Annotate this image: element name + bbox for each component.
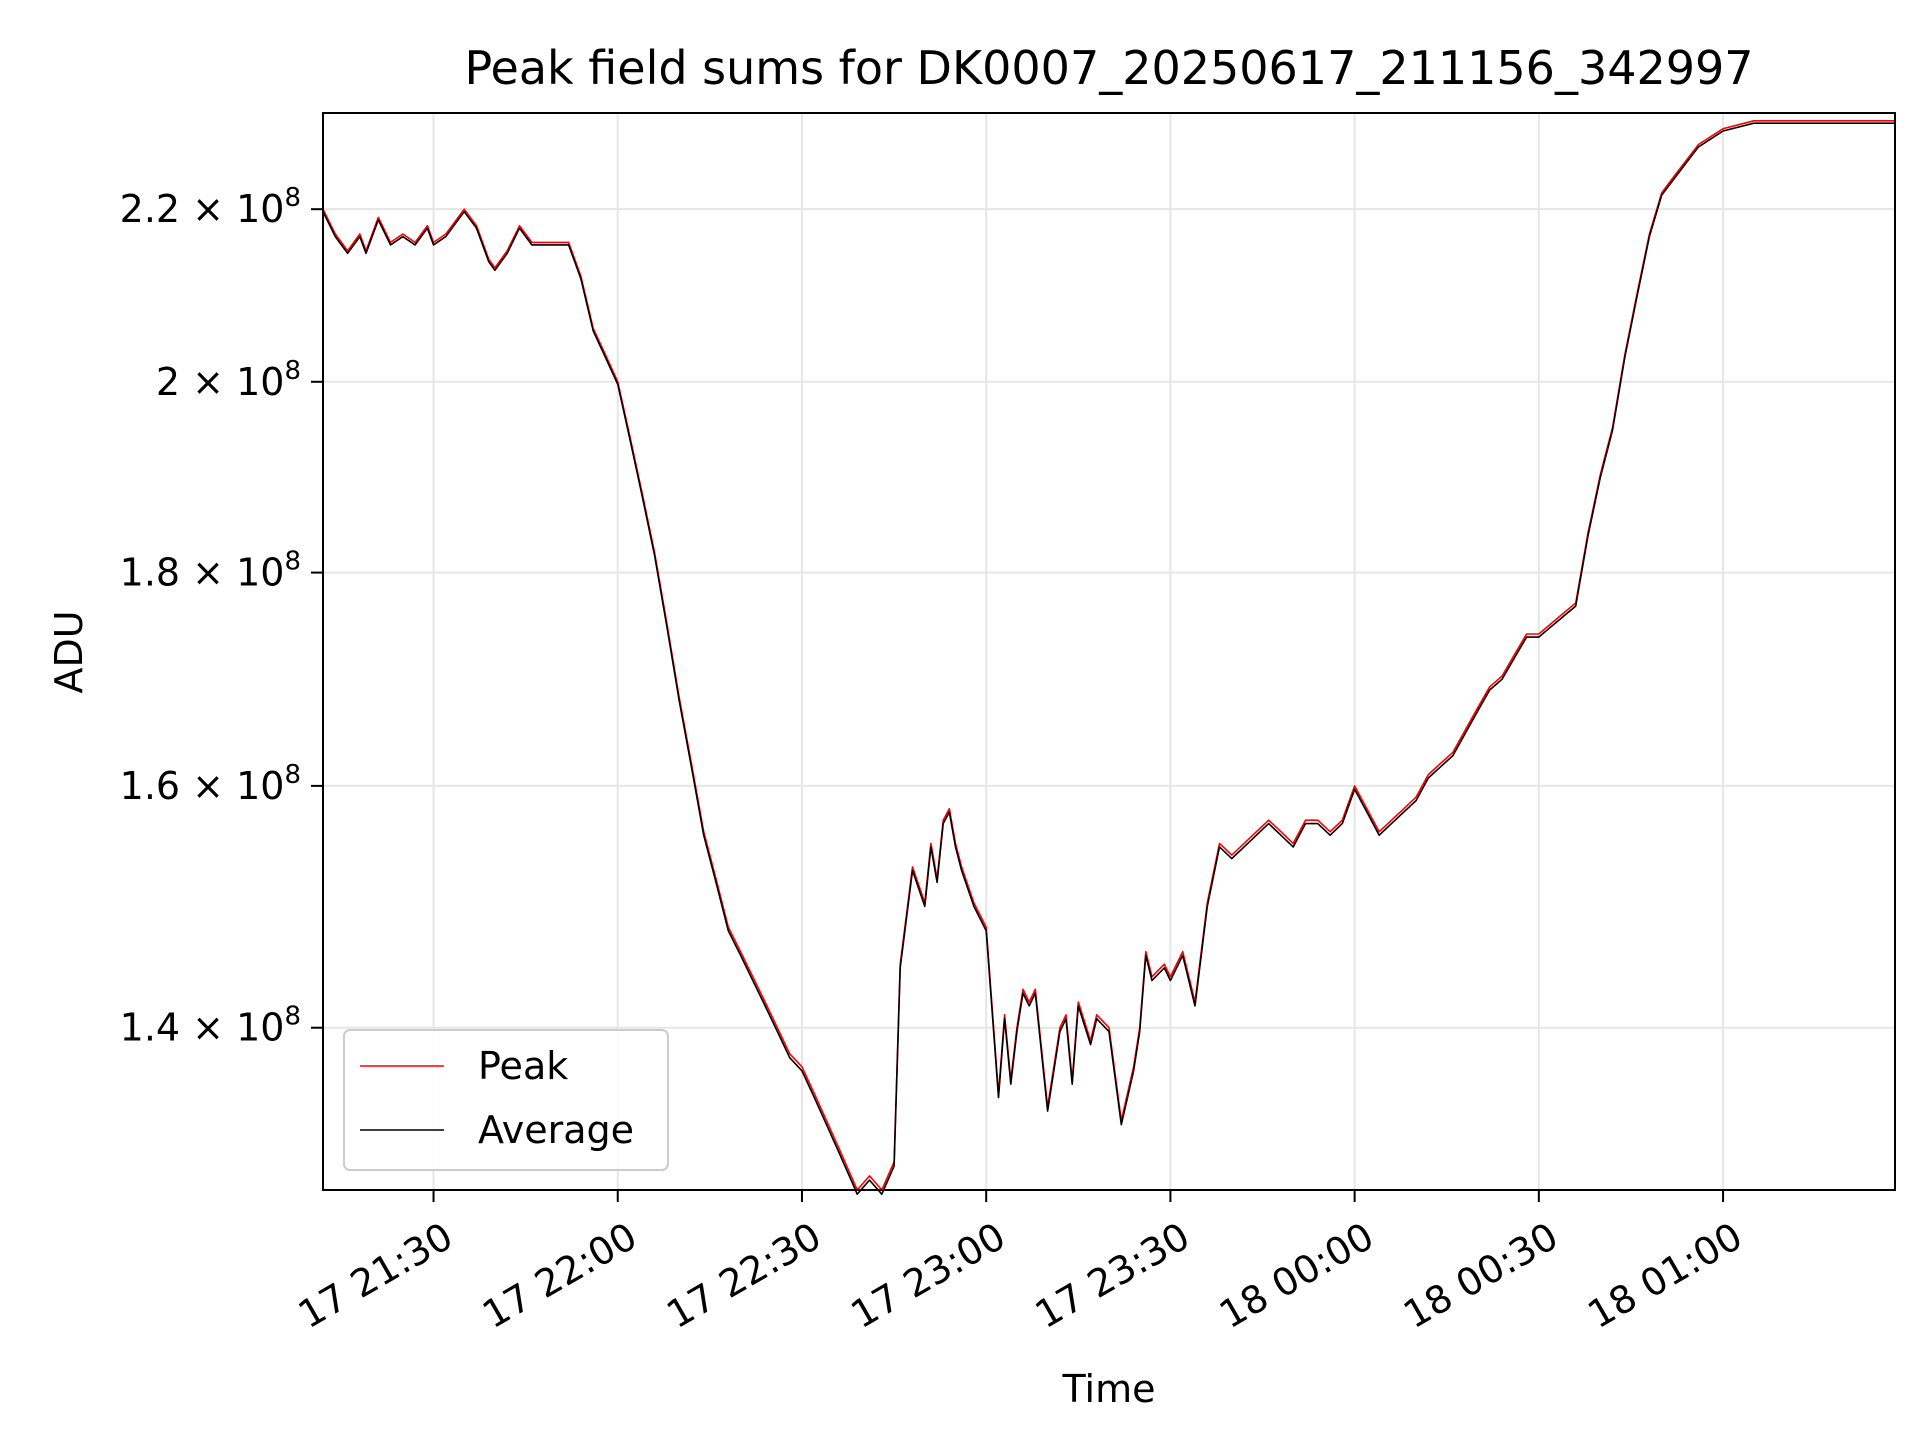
y-tick-times: × 10 [180,187,284,231]
x-axis-label: Time [1062,1367,1156,1411]
y-tick-exponent: 8 [284,356,301,386]
y-tick-exponent: 8 [284,547,301,577]
series-lines [322,120,1895,1195]
y-tick-times: × 10 [180,360,284,404]
y-tick-label: 2.2 × 108 [120,183,301,231]
y-tick-exponent: 8 [284,1002,301,1032]
legend-box [343,1029,669,1171]
y-tick-label: 1.8 × 108 [120,547,301,595]
y-tick-mantissa: 1.6 [120,764,180,808]
y-tick-exponent: 8 [284,183,301,213]
y-tick-label: 2 × 108 [156,356,301,404]
y-tick-mantissa: 1.4 [120,1006,180,1050]
legend-label-average: Average [478,1108,634,1152]
y-tick-times: × 10 [180,551,284,595]
y-tick-exponent: 8 [284,760,301,790]
y-tick-times: × 10 [180,1006,284,1050]
legend: Peak Average [343,1029,669,1171]
y-tick-label: 1.4 × 108 [120,1002,301,1050]
y-axis-label: ADU [47,610,91,693]
series-line-peak [322,120,1895,1191]
chart-title: Peak field sums for DK0007_20250617_2111… [464,41,1753,95]
y-tick-mantissa: 1.8 [120,551,180,595]
y-tick-times: × 10 [180,764,284,808]
series-line-average [322,122,1895,1195]
y-tick-label: 1.6 × 108 [120,760,301,808]
legend-label-peak: Peak [478,1044,568,1088]
y-tick-mantissa: 2 [156,360,180,404]
y-tick-mantissa: 2.2 [120,187,180,231]
plot-frame [322,112,1896,1191]
